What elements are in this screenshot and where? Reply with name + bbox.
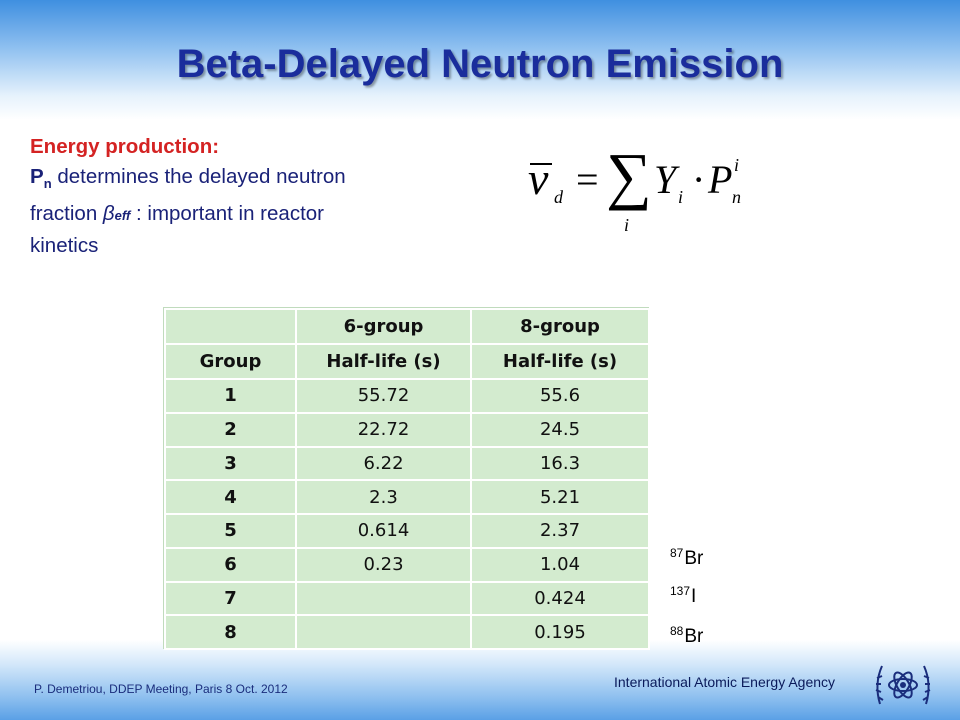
group-number-cell: 5 — [164, 513, 297, 549]
formula-dot: · — [692, 157, 706, 202]
energy-line-kinetics: kinetics — [30, 234, 99, 258]
group-number-cell: 3 — [164, 445, 297, 482]
group-number-cell: 7 — [164, 580, 297, 617]
half-life-cell: 6.22 — [295, 445, 472, 482]
table-header-row: Group Half-life (s) Half-life (s) — [164, 343, 650, 380]
table-row: 5 0.614 2.37 — [164, 513, 650, 549]
table-row: 3 6.22 16.3 — [164, 445, 650, 482]
nu-overline — [530, 163, 552, 165]
formula-P-sup: i — [734, 155, 740, 175]
group-number-cell: 1 — [164, 378, 297, 414]
isotope-element: I — [691, 586, 697, 607]
isotope-element: Br — [684, 626, 704, 647]
half-life-cell: 0.195 — [470, 614, 650, 650]
isotope-label: 88Br — [670, 624, 703, 648]
half-life-cell: 0.614 — [295, 513, 472, 549]
table-row: 6 0.23 1.04 — [164, 546, 650, 583]
energy-production-text: Energy production: Pn determines the del… — [30, 132, 450, 261]
half-life-cell: 55.6 — [470, 378, 650, 414]
groups-table: 6-group 8-group Group Half-life (s) Half-lif… — [164, 308, 650, 650]
table-row: 7 0.424 — [164, 580, 650, 617]
half-life-cell — [295, 580, 472, 617]
table-header-cell: Half-life (s) — [470, 343, 650, 380]
table-header-cell: 8-group — [470, 308, 650, 345]
half-life-cell: 1.04 — [470, 546, 650, 583]
formula-nu: ν — [528, 153, 549, 204]
isotope-element: Br — [684, 548, 704, 569]
group-number-cell: 8 — [164, 614, 297, 650]
formula-P-sub: n — [732, 187, 741, 207]
footer-gradient-band — [0, 640, 960, 720]
beta-subscript: eff — [114, 208, 131, 224]
table-row: 8 0.195 — [164, 614, 650, 650]
isotope-mass: 87 — [670, 546, 684, 560]
half-life-cell: 2.37 — [470, 513, 650, 549]
header-gradient-band — [0, 0, 960, 120]
pn-text: determines the delayed neutron — [51, 165, 346, 188]
energy-line-beta: fraction βeff : important in reactor — [30, 199, 450, 231]
half-life-cell: 16.3 — [470, 445, 650, 482]
delayed-neutron-formula: ν d = ∑ i Y i · P i n — [520, 138, 760, 238]
energy-line-pn: Pn determines the delayed neutron — [30, 162, 450, 199]
beta-symbol: β — [102, 202, 115, 226]
formula-sum: ∑ — [606, 140, 652, 211]
formula-Y-sub: i — [678, 187, 684, 207]
table-header-cell: 6-group — [295, 308, 472, 345]
half-life-cell: 5.21 — [470, 479, 650, 515]
isotope-mass: 88 — [670, 624, 684, 638]
table-header-cell: Half-life (s) — [295, 343, 472, 380]
table-row: 4 2.3 5.21 — [164, 479, 650, 515]
slide-title: Beta-Delayed Neutron Emission — [176, 42, 784, 86]
pn-subscript: n — [43, 176, 52, 192]
half-life-cell: 55.72 — [295, 378, 472, 414]
formula-P: P — [708, 157, 733, 202]
group-number-cell: 2 — [164, 411, 297, 448]
footer-citation: P. Demetriou, DDEP Meeting, Paris 8 Oct.… — [34, 682, 288, 696]
half-life-cell: 24.5 — [470, 411, 650, 448]
energy-heading: Energy production: — [30, 135, 220, 158]
half-life-table: 6-group 8-group Group Half-life (s) Half-lif… — [163, 307, 650, 650]
table-header-cell: Group — [164, 343, 297, 380]
beta-prefix: fraction — [30, 202, 103, 226]
formula-equals: = — [576, 157, 599, 202]
iaea-logo-icon — [875, 665, 931, 705]
formula-sum-index: i — [624, 215, 630, 235]
half-life-cell: 2.3 — [295, 479, 472, 515]
pn-symbol: P — [30, 165, 44, 188]
half-life-cell: 0.23 — [295, 546, 472, 583]
beta-suffix: : important in reactor — [130, 202, 324, 226]
isotope-label: 87Br — [670, 546, 703, 570]
isotope-label: 137I — [670, 584, 696, 608]
half-life-cell: 0.424 — [470, 580, 650, 617]
footer-organization: International Atomic Energy Agency — [614, 674, 836, 690]
group-number-cell: 6 — [164, 546, 297, 583]
table-row: 2 22.72 24.5 — [164, 411, 650, 448]
isotope-mass: 137 — [670, 584, 691, 598]
formula-nu-sub: d — [554, 187, 563, 207]
group-number-cell: 4 — [164, 479, 297, 515]
half-life-cell — [295, 614, 472, 650]
table-header-row: 6-group 8-group — [164, 308, 650, 345]
table-row: 1 55.72 55.6 — [164, 378, 650, 414]
half-life-cell: 22.72 — [295, 411, 472, 448]
table-header-cell — [164, 308, 297, 345]
formula-Y: Y — [654, 157, 677, 202]
